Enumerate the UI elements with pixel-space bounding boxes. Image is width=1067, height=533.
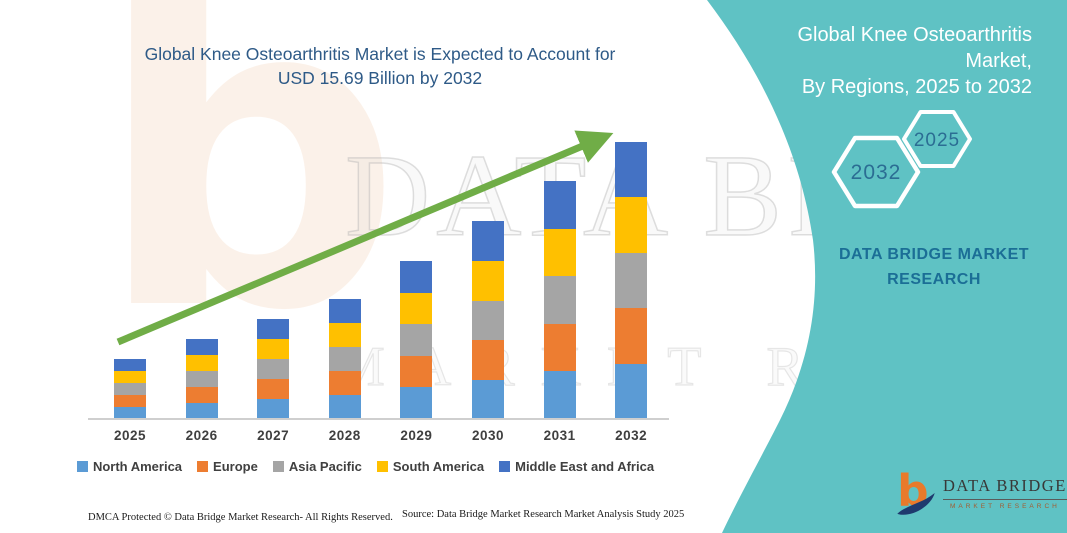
- x-axis-label-2025: 2025: [113, 428, 147, 443]
- panel-brand-line1: DATA BRIDGE MARKET: [838, 246, 1030, 263]
- hexagon-2032-label: 2032: [850, 161, 902, 184]
- panel-title-line2: By Regions, 2025 to 2032: [801, 76, 1032, 98]
- bar-segment-2032-south-america: [615, 197, 648, 253]
- hexagon-2025-label: 2025: [913, 130, 961, 151]
- legend-item-europe: Europe: [197, 459, 258, 474]
- legend-label: Asia Pacific: [288, 459, 362, 474]
- bar-segment-2026-south-america: [185, 355, 218, 371]
- chart-legend: North America Europe Asia Pacific South Ame…: [58, 459, 673, 474]
- legend-label: Middle East and Africa: [515, 459, 655, 474]
- logo-tagline: MARKET RESEARCH: [949, 503, 1060, 510]
- bar-segment-2027-north-america: [257, 399, 290, 419]
- panel-brand-text: DATA BRIDGE MARKET RESEARCH: [828, 243, 1040, 293]
- year-hexagons: [831, 110, 972, 209]
- x-axis-line: [88, 418, 669, 420]
- x-axis-label-2030: 2030: [471, 428, 505, 443]
- bar-segment-2032-middle-east-and-africa: [615, 142, 648, 198]
- hexagon-2025: [902, 110, 972, 168]
- legend-item-south-america: South America: [376, 459, 485, 474]
- bar-segment-2029-north-america: [400, 387, 433, 419]
- bar-segment-2027-europe: [257, 379, 290, 400]
- bar-segment-2031-north-america: [543, 371, 576, 419]
- x-axis-label-2028: 2028: [328, 428, 361, 443]
- legend-item-asia-pacific: Asia Pacific: [272, 459, 362, 474]
- bar-segment-2032-north-america: [615, 363, 648, 419]
- chart-title: Global Knee Osteoarthritis Market is Exp…: [90, 42, 670, 90]
- bar-segment-2028-north-america: [328, 395, 361, 419]
- bar-segment-2025-middle-east-and-africa: [114, 359, 146, 371]
- x-axis-label-2027: 2027: [257, 428, 290, 443]
- x-axis-label-2032: 2032: [615, 428, 648, 443]
- legend-swatch: [76, 461, 88, 472]
- source-note: Source: Data Bridge Market Research Mark…: [402, 509, 685, 520]
- dbmr-logo: b DATA BRIDGE MARKET RESEARCH: [895, 466, 1067, 518]
- dbmr-logo-icon: b: [897, 466, 935, 517]
- legend-label: South America: [392, 459, 485, 474]
- bar-segment-2028-asia-pacific: [328, 347, 361, 371]
- bar-segment-2026-asia-pacific: [185, 370, 218, 388]
- panel-title: Global Knee Osteoarthritis Market, By Re…: [740, 22, 1032, 100]
- bar-segment-2025-asia-pacific: [114, 383, 146, 395]
- bar-segment-2025-south-america: [114, 371, 146, 383]
- teal-panel-shape: [707, 0, 1067, 533]
- legend-swatch: [197, 461, 209, 472]
- bar-segment-2026-north-america: [185, 402, 218, 419]
- bar-2025: [114, 359, 146, 419]
- logo-name: DATA BRIDGE: [943, 476, 1067, 500]
- logo-swoosh: [897, 493, 935, 515]
- logo-text: DATA BRIDGE MARKET RESEARCH: [943, 476, 1067, 510]
- legend-label: Europe: [213, 459, 258, 474]
- bar-segment-2028-europe: [328, 371, 361, 395]
- dmca-notice: DMCA Protected © Data Bridge Market Rese…: [88, 512, 393, 523]
- panel-brand-line2: RESEARCH: [887, 270, 981, 288]
- legend-swatch: [376, 461, 388, 472]
- bar-2026: [185, 338, 218, 419]
- panel-title-line1: Global Knee Osteoarthritis Market,: [797, 24, 1032, 72]
- hexagon-2032: [831, 135, 921, 209]
- x-axis-label-2031: 2031: [543, 428, 576, 443]
- bar-segment-2025-north-america: [114, 407, 146, 419]
- legend-item-middle-east-and-africa: Middle East and Africa: [499, 459, 654, 474]
- legend-swatch: [272, 461, 284, 472]
- bar-segment-2030-europe: [472, 340, 504, 380]
- x-axis-labels: 2025 2026 2027 2028 2029 2030 2031 2032: [88, 428, 670, 448]
- legend-swatch: [499, 461, 511, 472]
- legend-item-north-america: North America: [76, 459, 183, 474]
- bar-segment-2025-europe: [114, 395, 146, 407]
- bar-segment-2026-europe: [185, 387, 218, 403]
- bar-segment-2032-europe: [615, 308, 648, 364]
- bar-2032: [615, 142, 648, 419]
- bar-segment-2032-asia-pacific: [615, 252, 648, 309]
- bar-segment-2030-north-america: [472, 379, 504, 419]
- chart-title-line1: Global Knee Osteoarthritis Market is Exp…: [144, 44, 616, 64]
- chart-title-line2: USD 15.69 Billion by 2032: [277, 68, 483, 89]
- bar-segment-2027-asia-pacific: [257, 359, 290, 380]
- bar-segment-2029-europe: [400, 355, 433, 388]
- legend-label: North America: [92, 459, 183, 474]
- x-axis-label-2026: 2026: [185, 428, 218, 443]
- x-axis-label-2029: 2029: [400, 428, 433, 443]
